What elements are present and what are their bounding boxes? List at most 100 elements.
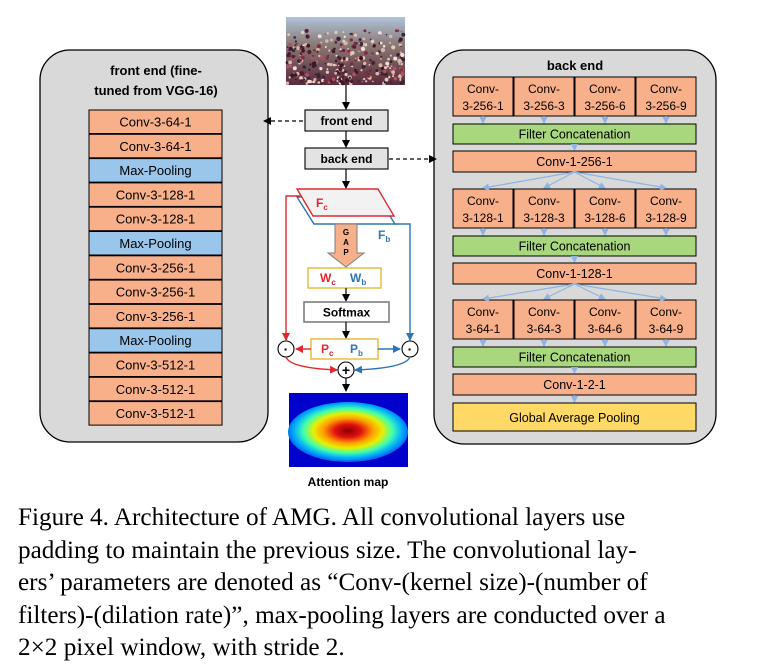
crowd-person [349, 33, 352, 35]
dilated-conv-branch: Conv- 3-256-1 [452, 76, 514, 124]
conv-layer-box [88, 401, 223, 426]
crowd-person [369, 59, 372, 62]
crowd-person [382, 44, 386, 48]
crowd-person [294, 73, 298, 77]
front-end-layer: Max-Pooling [88, 231, 223, 256]
global-average-pooling-label: Global Average Pooling [509, 411, 639, 425]
front-end-layer-label: Conv-3-256-1 [116, 260, 196, 275]
back-end-box-label: back end [320, 152, 372, 166]
crowd-person [320, 83, 323, 85]
crowd-person [343, 56, 346, 60]
crowd-person [350, 79, 354, 84]
dilated-conv-box [513, 188, 575, 229]
dilated-conv-label-line1: Conv- [528, 82, 560, 96]
crowd-person [316, 44, 321, 49]
dilated-conv-branch: Conv- 3-256-9 [635, 76, 697, 124]
crowd-person [301, 55, 305, 60]
crowd-person [389, 41, 392, 44]
attention-map-image [288, 393, 408, 467]
crowd-person [342, 31, 345, 34]
dilated-conv-branch: Conv- 3-256-3 [513, 76, 575, 124]
crowd-person [385, 61, 390, 66]
fan-out-arrow [543, 283, 575, 300]
center-flow: front end back end Fc Fb G A P Wc Wb Sof… [277, 17, 419, 489]
crowd-person [332, 50, 336, 54]
max-pooling-box [88, 328, 223, 353]
crowd-person [399, 51, 402, 54]
front-end-layer-label: Conv-3-64-1 [119, 115, 191, 130]
back-end-stage: Conv-3-128-1Conv-3-128-3Conv-3-128-6Conv… [452, 188, 697, 285]
dilated-conv-branch: Conv- 3-128-9 [635, 188, 697, 236]
crowd-person [379, 71, 384, 76]
crowd-person [375, 71, 380, 76]
crowd-person [360, 46, 366, 52]
crowd-person [296, 46, 301, 51]
crowd-person [315, 73, 317, 76]
crowd-person [285, 61, 289, 64]
crowd-person [299, 76, 303, 80]
fc-to-multiply-red-path [282, 195, 300, 341]
crowd-person [288, 60, 292, 65]
crowd-person [329, 63, 333, 67]
crowd-person [356, 69, 359, 72]
crowd-person [320, 55, 325, 60]
crowd-person [339, 48, 342, 51]
filter-concatenation-label: Filter Concatenation [519, 240, 631, 254]
back-end-stage: Conv-3-256-1Conv-3-256-3Conv-3-256-6Conv… [452, 76, 697, 173]
crowd-person [386, 75, 389, 78]
dilated-conv-label-line2: 3-128-3 [523, 211, 565, 225]
front-end-layer: Max-Pooling [88, 158, 223, 183]
front-end-layer: Conv-3-512-1 [88, 401, 223, 426]
back-end-stage: Conv- 3-64-1 Conv- 3-64-3 Conv- 3-64-6 Conv- 3-… [452, 299, 697, 396]
crowd-person [292, 46, 295, 49]
crowd-person [309, 63, 312, 66]
dilated-conv-branch: Conv- 3-128-3 [513, 188, 575, 236]
dilated-conv-label-line2: 3-64-6 [588, 322, 623, 336]
crowd-person [400, 71, 405, 77]
crowd-person [337, 56, 342, 61]
crowd-person [300, 30, 305, 35]
front-end-layer: Conv-3-256-1 [88, 255, 223, 280]
crowd-person [399, 77, 402, 80]
crowd-person [293, 36, 297, 39]
dilated-conv-label-line2: 3-128-1 [462, 211, 504, 225]
fan-out-arrow [482, 171, 575, 191]
crowd-person [334, 71, 338, 75]
crowd-person [392, 75, 394, 78]
multiply-symbol-left: · [284, 341, 289, 357]
fc-feature-map [295, 188, 396, 217]
crowd-person [336, 80, 339, 82]
back-end-stage-stack: Conv-3-256-1Conv-3-256-3Conv-3-256-6Conv… [452, 76, 697, 432]
crowd-person [393, 56, 398, 61]
crowd-person [362, 61, 367, 66]
fan-out-arrow [574, 283, 667, 302]
crowd-person [288, 46, 293, 52]
crowd-person [378, 63, 383, 68]
crowd-person [318, 54, 321, 58]
dilated-conv-label-line1: Conv- [650, 194, 682, 208]
fan-out-arrow [574, 171, 667, 191]
crowd-person [354, 59, 357, 62]
crowd-person [334, 30, 338, 34]
crowd-person [316, 50, 319, 53]
crowd-person [400, 68, 404, 72]
crowd-person [326, 68, 329, 70]
conv-layer-box [88, 352, 223, 377]
crowd-person [401, 80, 405, 83]
dilated-conv-label-line2: 3-256-3 [523, 99, 565, 113]
crowd-person [338, 64, 340, 67]
crowd-person [368, 31, 371, 34]
crowd-person [348, 76, 351, 80]
crowd-person [326, 77, 330, 82]
crowd-person [359, 56, 364, 61]
max-pooling-box [88, 158, 223, 183]
multiply-left-to-sum-red-path [285, 356, 338, 374]
front-end-title-line1: front end (fine- [110, 63, 202, 78]
crowd-person [379, 72, 381, 75]
dilated-conv-label-line1: Conv- [467, 82, 499, 96]
crowd-person [334, 59, 338, 63]
caption-line: ers’ parameters are denoted as “Conv-(ke… [18, 569, 648, 596]
crowd-person [375, 51, 379, 55]
global-average-pooling-box [452, 402, 697, 432]
wc-label: Wc [320, 271, 336, 287]
